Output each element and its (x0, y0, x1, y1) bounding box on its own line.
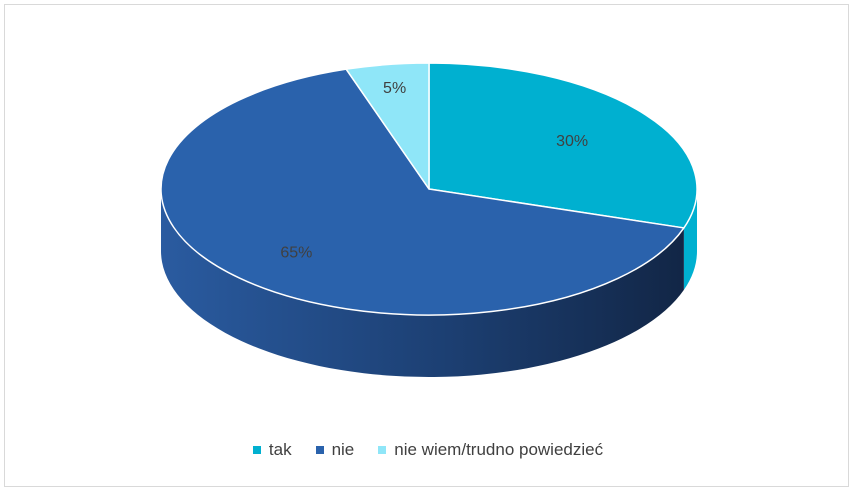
legend-item-nie-wiem: nie wiem/trudno powiedzieć (378, 440, 603, 460)
data-label-nie-wiem: 5% (383, 80, 406, 97)
data-label-nie: 65% (280, 244, 312, 261)
pie-slice-tak (428, 62, 698, 229)
pie-slice-nie-wiem (345, 62, 430, 190)
data-label-tak: 30% (556, 133, 588, 150)
legend-swatch-nie (315, 446, 324, 454)
legend-label-nie-wiem: nie wiem/trudno powiedzieć (394, 440, 604, 459)
legend-swatch-nie-wiem (378, 446, 387, 454)
legend-label-nie: nie (331, 440, 355, 459)
pie-labels: 30% 65% 5% (280, 80, 588, 261)
legend-item-nie: nie (315, 440, 355, 460)
pie-slice-nie (160, 68, 685, 316)
pie-top (160, 62, 698, 316)
legend-swatch-tak (252, 446, 261, 454)
legend: tak nie nie wiem/trudno powiedzieć (0, 440, 856, 460)
pie-sides (161, 189, 697, 377)
pie-side-tak (683, 189, 697, 290)
pie-side-nie (161, 189, 684, 377)
legend-label-tak: tak (268, 440, 292, 459)
legend-item-tak: tak (252, 440, 292, 460)
